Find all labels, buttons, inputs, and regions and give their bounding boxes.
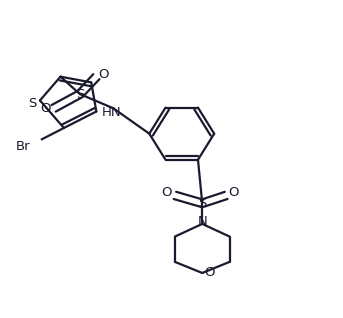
Text: O: O <box>98 68 109 81</box>
Text: S: S <box>198 197 206 210</box>
Text: N: N <box>197 215 207 228</box>
Text: S: S <box>76 87 84 100</box>
Text: O: O <box>161 186 172 199</box>
Text: Br: Br <box>15 140 30 153</box>
Text: O: O <box>204 266 215 280</box>
Text: O: O <box>40 102 50 115</box>
Text: HN: HN <box>102 106 121 119</box>
Text: O: O <box>228 186 239 199</box>
Text: S: S <box>28 97 37 110</box>
